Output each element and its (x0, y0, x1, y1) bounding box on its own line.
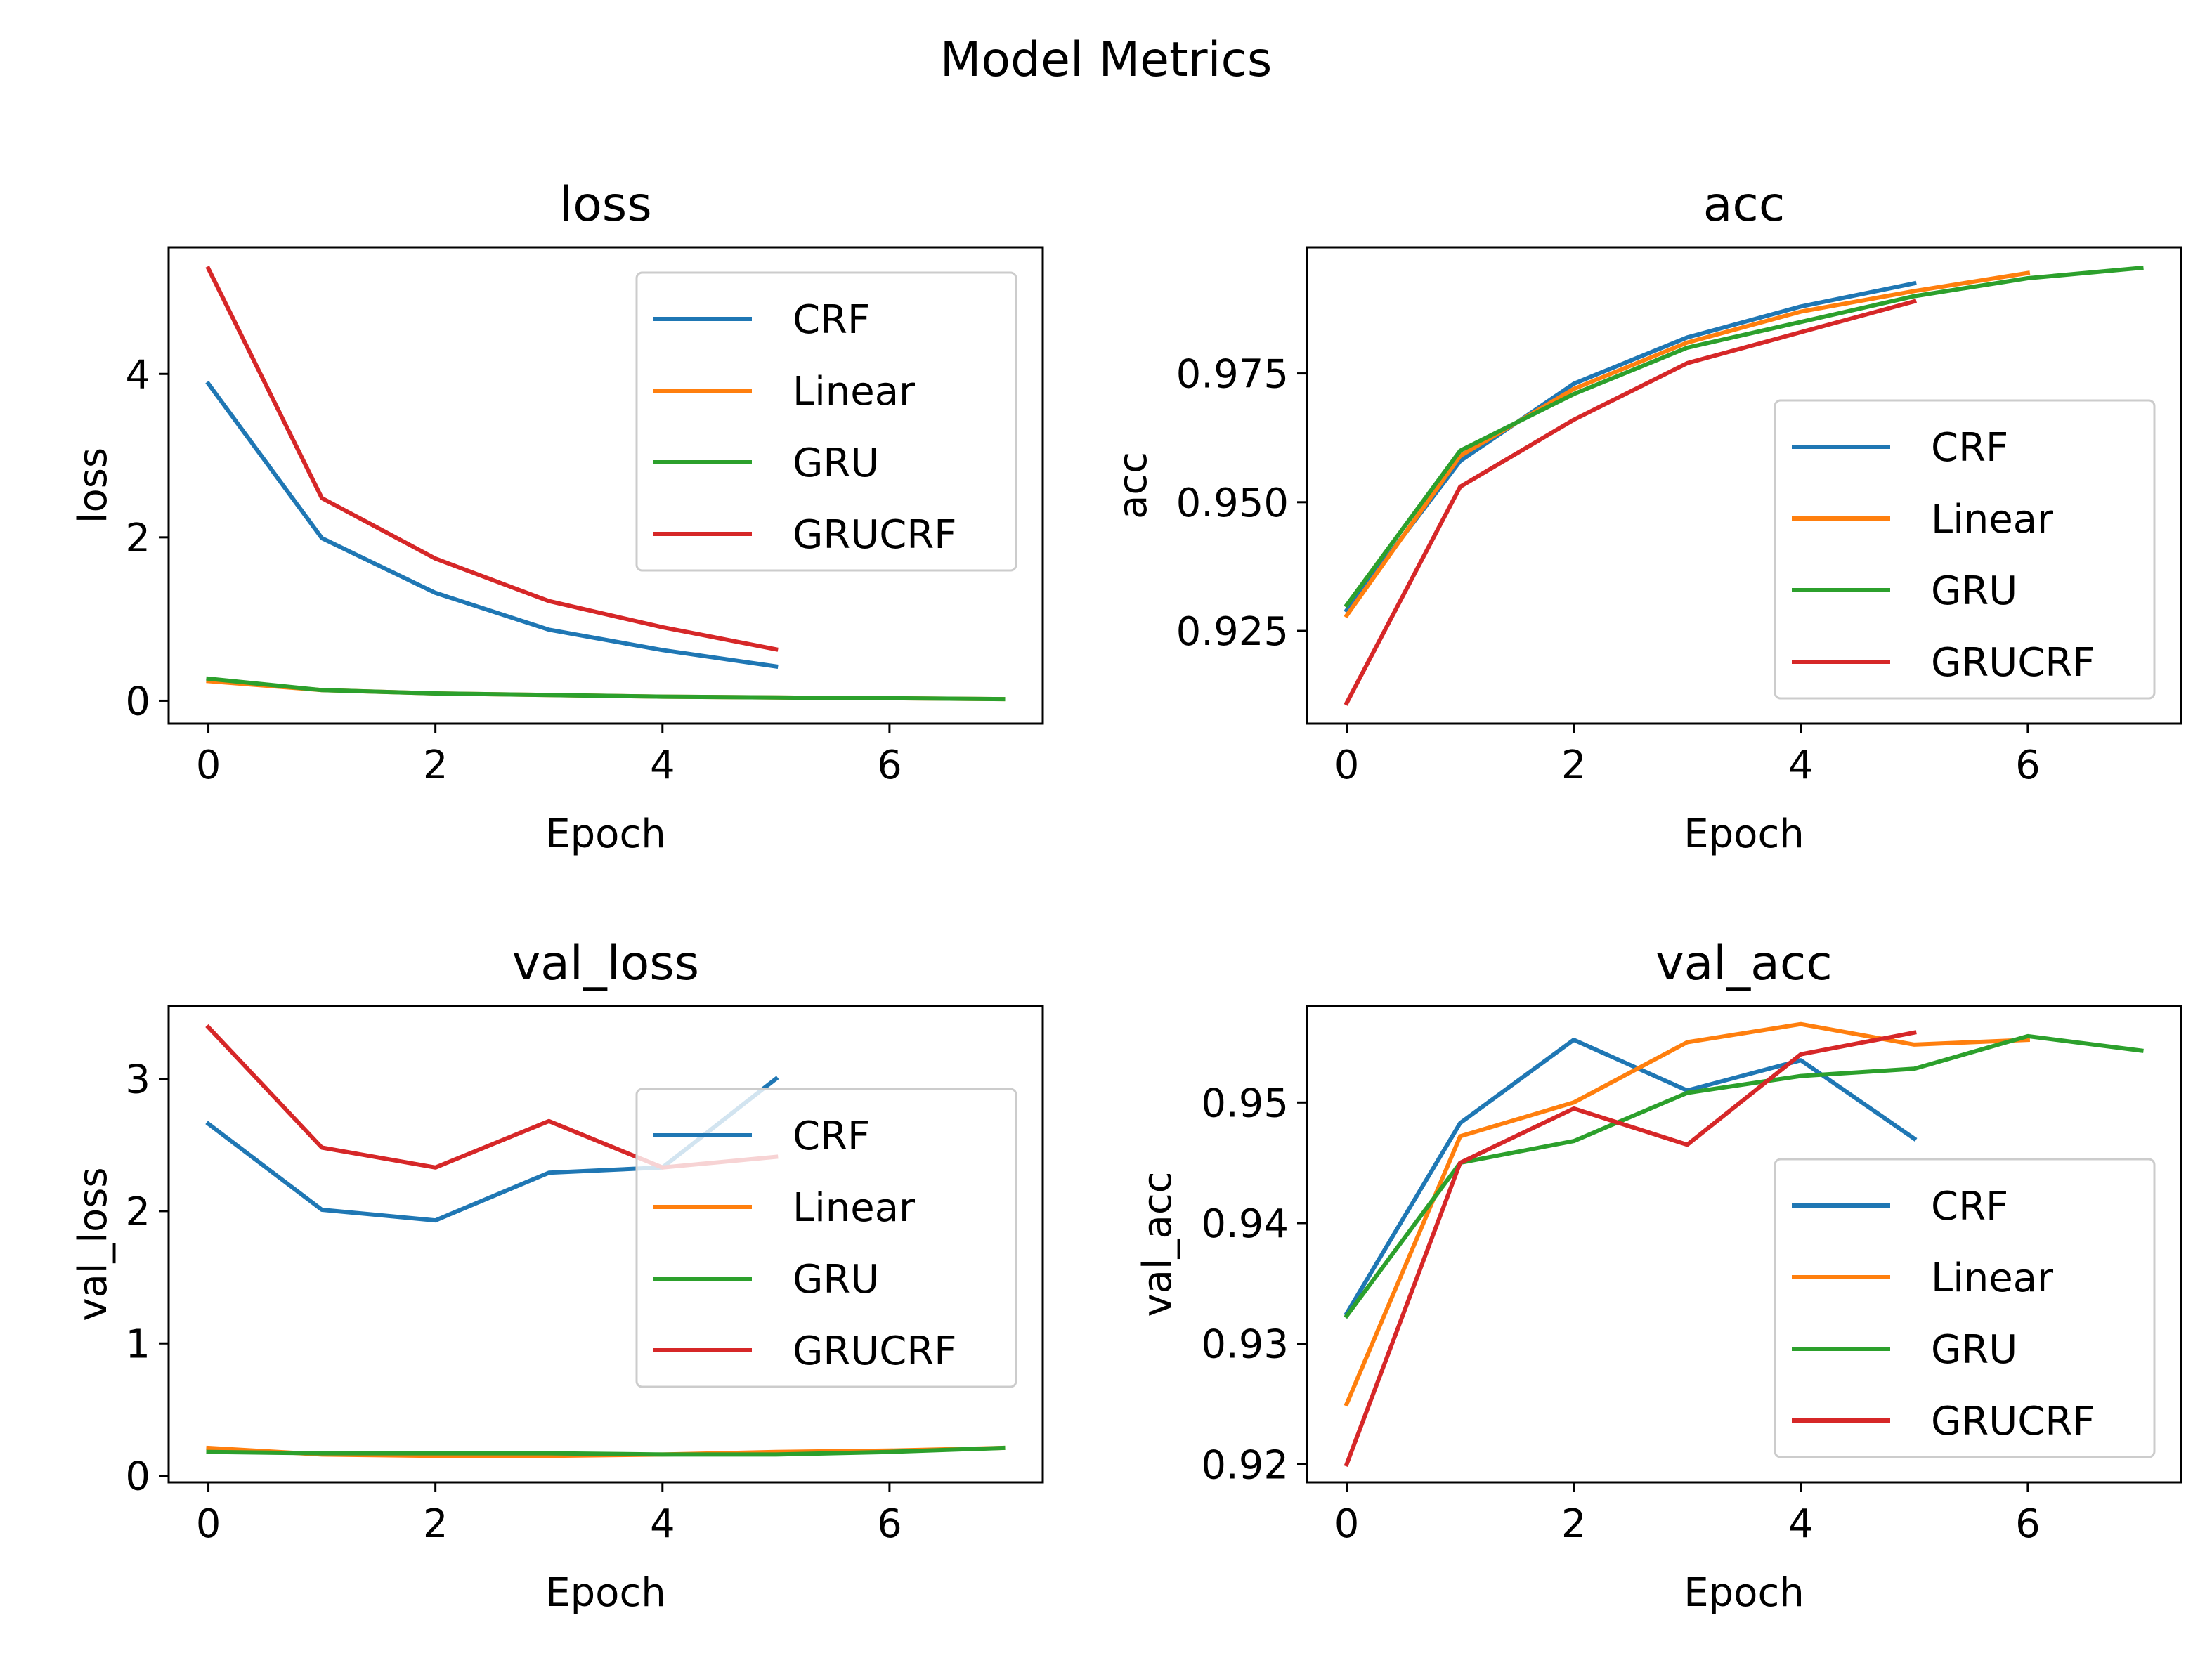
x-axis-label: Epoch (545, 811, 665, 857)
y-tick-label: 2 (125, 516, 150, 561)
legend-label: GRUCRF (1931, 1399, 2095, 1444)
x-axis-label: Epoch (545, 1570, 665, 1616)
legend-label: GRU (1931, 568, 2017, 614)
series-line-gru (1344, 266, 2144, 608)
x-tick-label: 0 (196, 743, 221, 788)
x-tick-label: 2 (1561, 743, 1587, 788)
y-tick-label: 0.92 (1201, 1442, 1289, 1488)
axes-frame (167, 246, 1044, 725)
y-tick-label: 1 (125, 1321, 150, 1367)
series-line-linear (1344, 1021, 2031, 1407)
x-tick-label: 6 (2015, 1501, 2041, 1547)
series-line-gru (206, 676, 1006, 702)
series-line-grucrf (1344, 299, 1917, 706)
series-line-gru (206, 1445, 1006, 1457)
axes-frame (1306, 246, 2182, 725)
y-tick-label: 2 (125, 1189, 150, 1235)
legend-label: CRF (793, 297, 870, 343)
x-tick-label: 2 (423, 1501, 448, 1547)
series-line-grucrf (205, 266, 779, 652)
legend-label: CRF (1931, 1184, 2008, 1229)
legend-label: GRUCRF (793, 512, 957, 558)
subplot-val-loss: 0 2 4 6 0 1 2 3 val_loss Epoch val_loss CRF Linear GR… (70, 936, 1044, 1616)
subplot-title: acc (1703, 177, 1785, 233)
legend-label: Linear (1931, 497, 2054, 542)
legend-label: CRF (793, 1114, 870, 1159)
y-tick-label: 0.950 (1176, 481, 1289, 526)
subplot-title: val_loss (512, 936, 699, 991)
legend-frame (635, 1088, 1017, 1388)
legend: CRF Linear GRU GRUCRF (635, 1088, 1017, 1388)
y-axis-label: val_acc (1135, 1172, 1180, 1317)
x-tick-label: 6 (877, 1501, 902, 1547)
x-tick-label: 4 (650, 743, 675, 788)
legend-label: Linear (793, 1185, 916, 1231)
legend-frame (635, 271, 1017, 572)
x-tick-label: 0 (196, 1501, 221, 1547)
y-tick-label: 4 (125, 352, 150, 398)
legend-label: Linear (793, 369, 916, 414)
legend-frame (1774, 399, 2156, 700)
y-tick-label: 3 (125, 1057, 150, 1103)
y-tick-label: 0.975 (1176, 352, 1289, 398)
figure-suptitle: Model Metrics (940, 32, 1273, 88)
x-tick-label: 6 (2015, 743, 2041, 788)
y-axis-label: val_loss (70, 1167, 116, 1321)
y-tick-label: 0.925 (1176, 609, 1289, 655)
legend-label: GRU (793, 440, 879, 486)
x-tick-label: 0 (1334, 1501, 1360, 1547)
series-line-gru (1344, 1033, 2144, 1319)
legend: CRF Linear GRU GRUCRF (635, 271, 1017, 572)
legend-label: CRF (1931, 425, 2008, 471)
x-tick-label: 4 (650, 1501, 675, 1547)
subplot-title: val_acc (1655, 936, 1832, 991)
y-axis-label: acc (1110, 452, 1156, 519)
series-line-linear (1344, 270, 2031, 619)
legend-label: GRU (1931, 1327, 2017, 1373)
x-tick-label: 0 (1334, 743, 1360, 788)
y-tick-label: 0 (125, 1454, 150, 1500)
subplot-val-acc: 0 2 4 6 0.92 0.93 0.94 0.95 val_acc Epoch val_acc C… (1135, 936, 2182, 1616)
y-tick-label: 0.95 (1201, 1080, 1289, 1126)
x-axis-label: Epoch (1684, 811, 1804, 857)
x-tick-label: 4 (1788, 1501, 1814, 1547)
y-tick-label: 0.93 (1201, 1322, 1289, 1368)
y-axis-label: loss (70, 448, 116, 523)
legend: CRF Linear GRU GRUCRF (1774, 1158, 2156, 1458)
subplot-title: loss (559, 177, 651, 233)
series-line-grucrf (1344, 1030, 1917, 1468)
x-axis-label: Epoch (1684, 1570, 1804, 1616)
y-tick-label: 0.94 (1201, 1201, 1289, 1247)
legend: CRF Linear GRU GRUCRF (1774, 399, 2156, 700)
subplot-loss: 0 2 4 6 0 2 4 loss Epoch loss CRF Linear GRU GRUCRF (70, 177, 1044, 857)
x-tick-label: 2 (1561, 1501, 1587, 1547)
axes-frame (167, 1005, 1044, 1484)
legend-label: GRUCRF (1931, 640, 2095, 686)
x-tick-label: 6 (877, 743, 902, 788)
series-line-crf (205, 381, 779, 669)
y-tick-label: 0 (125, 679, 150, 724)
subplot-acc: 0 2 4 6 0.925 0.950 0.975 acc Epoch acc CRF Linear G… (1110, 177, 2182, 857)
x-tick-label: 2 (423, 743, 448, 788)
legend-label: GRUCRF (793, 1328, 957, 1374)
legend-label: GRU (793, 1257, 879, 1302)
legend-frame (1774, 1158, 2156, 1458)
axes-frame (1306, 1005, 2182, 1484)
legend-label: Linear (1931, 1255, 2054, 1301)
x-tick-label: 4 (1788, 743, 1814, 788)
